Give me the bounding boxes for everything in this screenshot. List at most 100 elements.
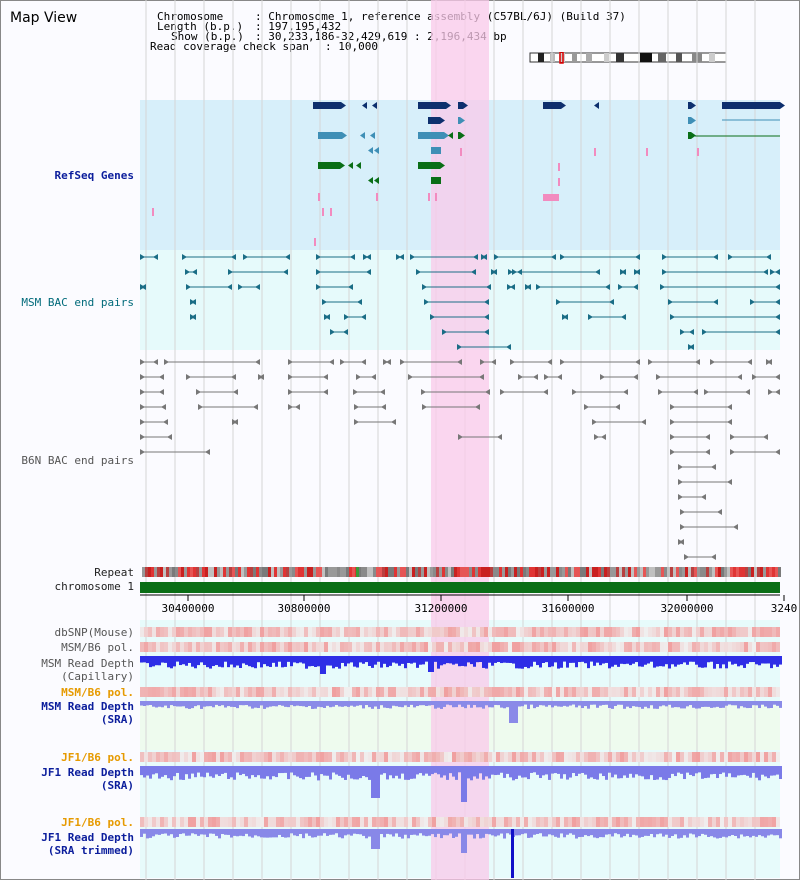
depth-bar — [176, 656, 179, 662]
heat-cell — [508, 687, 512, 697]
depth-bar — [572, 701, 575, 705]
track-label-msm-bac[interactable]: MSM BAC end pairs — [21, 296, 134, 309]
depth-bar — [653, 701, 656, 709]
track-label-msm-depth-cap[interactable]: MSM Read Depth — [41, 657, 134, 670]
depth-bar — [260, 701, 263, 706]
heat-cell — [432, 687, 436, 697]
heat-cell — [348, 642, 352, 652]
heat-cell — [684, 752, 688, 762]
heat-cell — [168, 627, 172, 637]
depth-bar — [233, 766, 236, 780]
track-label-jf1-trim[interactable]: JF1 Read Depth — [41, 831, 134, 844]
depth-bar — [227, 656, 230, 668]
repeat-segment — [349, 567, 352, 577]
track-label-msm-depth-sra[interactable]: MSM Read Depth — [41, 700, 134, 713]
repeat-segment — [415, 567, 418, 577]
heat-cell — [616, 752, 620, 762]
depth-bar — [461, 701, 464, 707]
heat-cell — [348, 687, 352, 697]
depth-bar — [314, 701, 317, 709]
gene-arrow — [440, 117, 445, 124]
repeat-segment — [307, 567, 310, 577]
depth-bar — [338, 766, 341, 776]
track-label-msm-b6-pol-2[interactable]: MSM/B6 pol. — [61, 686, 134, 699]
track-label-jf1-b6-pol-2[interactable]: JF1/B6 pol. — [61, 816, 134, 829]
heat-cell — [412, 752, 416, 762]
depth-bar — [209, 701, 212, 707]
heat-cell — [212, 642, 216, 652]
depth-bar — [494, 766, 497, 776]
heat-cell — [744, 642, 748, 652]
repeat-segment — [253, 567, 256, 577]
repeat-segment — [358, 567, 361, 577]
track-label-b6n-bac[interactable]: B6N BAC end pairs — [21, 454, 134, 467]
heat-cell — [756, 817, 760, 827]
heat-cell — [296, 752, 300, 762]
repeat-segment — [484, 567, 487, 577]
heat-cell — [420, 817, 424, 827]
heat-cell — [616, 642, 620, 652]
bac-end-marker — [192, 269, 197, 275]
depth-bar — [407, 829, 410, 839]
bac-end-marker — [408, 374, 413, 380]
depth-bar — [461, 656, 464, 666]
page-title: Map View — [10, 10, 78, 26]
depth-bar — [422, 766, 425, 776]
track-label-refseq[interactable]: RefSeq Genes — [54, 169, 134, 182]
heat-cell — [732, 752, 736, 762]
heat-cell — [528, 752, 532, 762]
depth-bar — [152, 766, 155, 775]
depth-bar — [464, 829, 467, 853]
depth-bar — [680, 766, 683, 774]
depth-bar — [467, 701, 470, 705]
heat-cell — [644, 642, 648, 652]
track-label-dbsnp[interactable]: dbSNP(Mouse) — [54, 626, 134, 639]
depth-bar — [743, 829, 746, 837]
heat-cell — [548, 627, 552, 637]
repeat-segment — [670, 567, 673, 577]
depth-bar — [719, 701, 722, 708]
heat-cell — [728, 642, 732, 652]
track-label-repeat[interactable]: Repeat — [94, 566, 134, 579]
heat-cell — [272, 642, 276, 652]
depth-bar — [290, 701, 293, 706]
track-label-jf1-b6-pol[interactable]: JF1/B6 pol. — [61, 751, 134, 764]
heat-cell — [444, 642, 448, 652]
heat-cell — [512, 627, 516, 637]
heat-cell — [300, 642, 304, 652]
gene-arrow — [374, 147, 379, 154]
heat-cell — [640, 752, 644, 762]
heat-cell — [320, 817, 324, 827]
heat-cell — [428, 642, 432, 652]
heat-cell — [712, 627, 716, 637]
heat-cell — [584, 687, 588, 697]
depth-bar — [278, 829, 281, 835]
heat-cell — [616, 687, 620, 697]
depth-bar — [773, 829, 776, 836]
depth-bar — [440, 656, 443, 666]
heat-cell — [428, 627, 432, 637]
heat-cell — [416, 817, 420, 827]
depth-bar — [323, 766, 326, 776]
repeat-segment — [568, 567, 571, 577]
depth-bar — [164, 829, 167, 834]
heat-cell — [576, 642, 580, 652]
depth-bar — [596, 766, 599, 780]
heat-cell — [700, 627, 704, 637]
heat-cell — [548, 817, 552, 827]
track-label-msm-b6-pol[interactable]: MSM/B6 pol. — [61, 641, 134, 654]
heat-cell — [464, 642, 468, 652]
gene-feature — [322, 208, 324, 216]
heat-cell — [220, 752, 224, 762]
depth-bar — [653, 656, 656, 668]
depth-bar — [191, 766, 194, 774]
depth-spike — [511, 829, 514, 878]
heat-cell — [620, 687, 624, 697]
depth-bar — [437, 701, 440, 708]
track-label-jf1-depth[interactable]: JF1 Read Depth — [41, 766, 134, 779]
heat-cell — [620, 627, 624, 637]
heat-cell — [408, 752, 412, 762]
depth-bar — [749, 829, 752, 838]
bac-end-marker — [662, 269, 667, 275]
repeat-segment — [262, 567, 265, 577]
